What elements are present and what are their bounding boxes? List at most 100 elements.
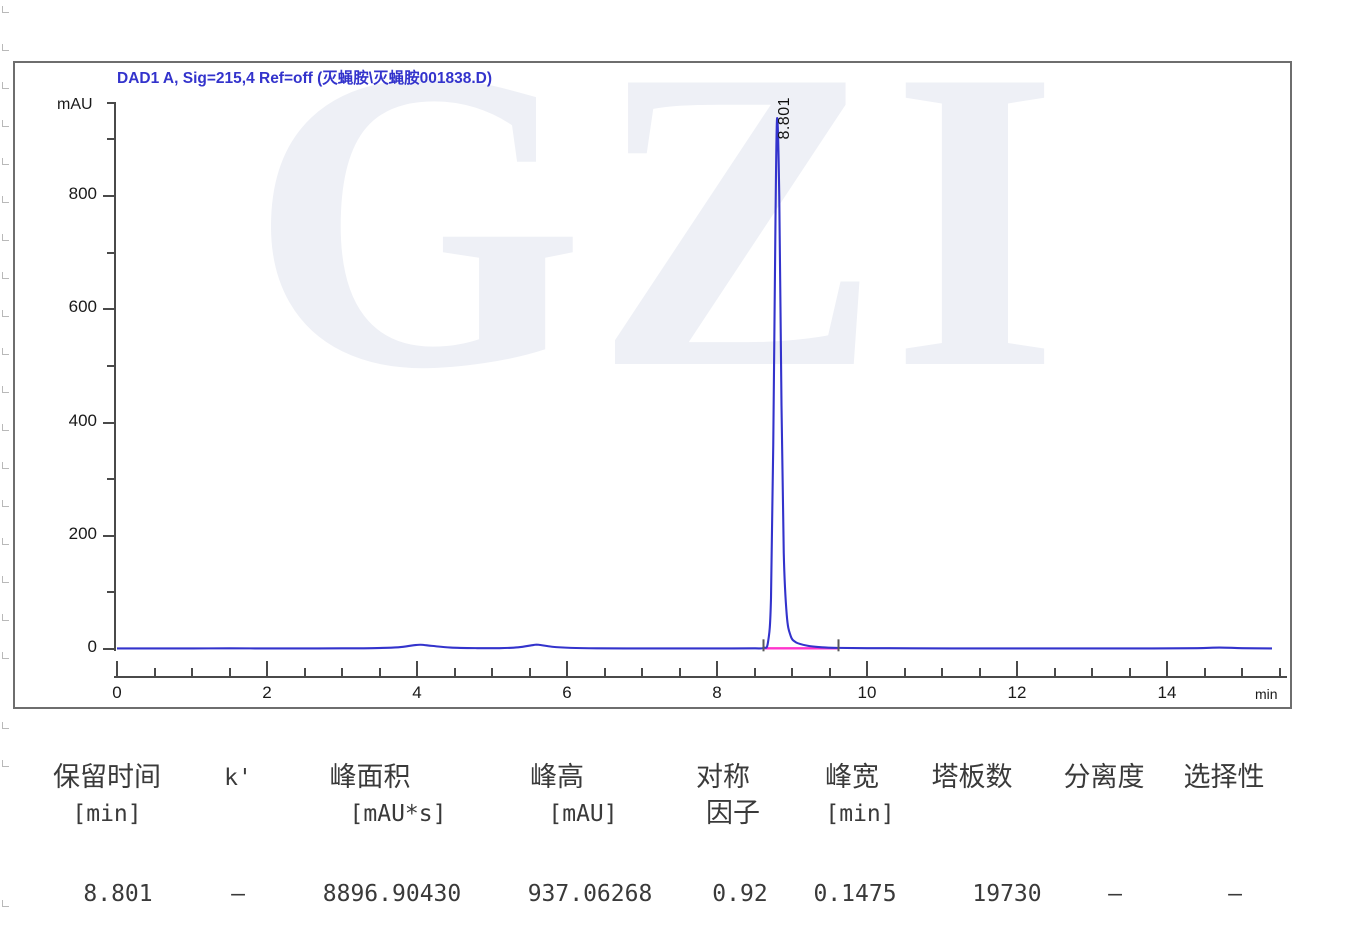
y-axis-minor-tick [107,251,116,254]
x-axis-major-tick [1016,661,1018,678]
y-axis-tick-label: 400 [68,410,97,430]
x-axis-tick-label: 6 [562,683,572,702]
col-unit-peak-area: [mAU*s] [349,801,447,827]
x-axis-minor-tick [378,668,381,678]
x-axis-minor-tick [978,668,981,678]
col-header-retention-time: 保留时间 [53,762,161,793]
cell-retention-time: 8.801 [83,881,153,907]
page-edge-mark [2,652,9,659]
page-edge-mark [2,44,9,51]
col-header-peak-area: 峰面积 [329,762,411,793]
y-axis-tick-label: 0 [87,637,97,656]
cell-k-prime: – [231,881,245,907]
col-header-symmetry: 对称 [696,762,750,793]
x-axis-major-tick [116,661,118,678]
x-axis-minor-tick [228,668,231,678]
cell-peak-area: 8896.90430 [322,881,462,907]
x-axis-tick-label: 8 [712,683,722,702]
peak-retention-time-label: 8.801 [776,97,793,140]
page-edge-mark [2,614,9,621]
cell-resolution: – [1108,881,1122,907]
x-axis-minor-tick [528,668,531,678]
x-axis-major-tick [566,661,568,678]
y-axis-major-tick [103,195,116,197]
x-axis-minor-tick [341,668,343,678]
x-axis-minor-tick [941,668,943,678]
page-edge-mark [2,900,9,907]
x-axis-major-tick [266,661,268,678]
y-axis-tick-label: 800 [68,184,97,203]
x-axis-minor-tick [1091,668,1093,678]
page-edge-mark [2,6,9,13]
x-axis-minor-tick [828,668,831,678]
y-axis-tick-label: 200 [68,523,97,543]
cell-peak-height: 937.06268 [527,881,653,907]
y-axis-unit-label: mAU [57,96,93,113]
x-axis-major-tick [1166,661,1168,678]
page-edge-mark [2,310,9,317]
cell-peak-width: 0.1475 [813,881,897,907]
cell-symmetry-factor: 0.92 [712,881,768,907]
page-edge-mark [2,120,9,127]
col-header-k-prime: k' [224,765,252,791]
x-axis-minor-tick [1278,668,1281,678]
x-axis-minor-tick [153,668,156,678]
col-unit-peak-height: [mAU] [548,801,618,827]
page-edge-mark [2,158,9,165]
page-edge-mark [2,462,9,469]
page-edge-mark [2,348,9,355]
x-axis-major-tick [716,661,718,678]
x-axis-line [114,676,1287,678]
y-axis-major-tick [103,308,116,311]
chromatogram-plot-frame [13,61,1292,709]
x-axis-unit-label: min [1255,686,1278,702]
x-axis-major-tick [416,661,418,678]
y-axis-minor-tick [107,138,116,141]
x-axis-minor-tick [1241,668,1243,678]
table-row: 8.801 – 8896.90430 937.06268 0.92 0.1475… [0,876,1353,912]
x-axis-minor-tick [191,668,193,678]
signal-title: DAD1 A, Sig=215,4 Ref=off (灭蝇胺\灭蝇胺001838… [117,70,492,87]
y-axis-major-tick [103,421,116,424]
x-axis-major-tick [866,661,868,678]
y-axis-major-tick [103,534,116,537]
x-axis-minor-tick [603,668,606,678]
page-edge-mark [2,386,9,393]
x-axis-minor-tick [641,668,643,678]
x-axis-tick-label: 10 [857,683,877,702]
x-axis-tick-label: 0 [112,683,122,702]
col-header-resolution: 分离度 [1063,762,1145,793]
page-edge-mark [2,424,9,431]
x-axis-tick-label: 12 [1007,683,1027,702]
chromatogram-trace [116,117,1273,652]
col-header-selectivity: 选择性 [1183,762,1265,793]
table-header-row-1: 保留时间 k' 峰面积 峰高 对称 峰宽 塔板数 分离度 选择性 [0,760,1353,796]
page-edge-mark [2,82,9,89]
col-header-peak-width: 峰宽 [825,762,879,793]
col-header-peak-height: 峰高 [530,762,584,793]
y-axis-minor-tick [107,591,116,594]
x-axis-minor-tick [491,668,493,678]
col-unit-symmetry: 因子 [706,798,760,829]
page-edge-mark [2,234,9,241]
x-axis-minor-tick [1053,668,1056,678]
x-axis-minor-tick [678,668,681,678]
x-axis-minor-tick [453,668,456,678]
x-axis-tick-label: 14 [1157,683,1177,702]
x-axis-minor-tick [1128,668,1131,678]
table-header-row-2: [min] [mAU*s] [mAU] 因子 [min] [0,796,1353,832]
page-edge-mark [2,272,9,279]
page-edge-mark [2,576,9,583]
y-axis-top-cap [107,102,116,104]
page-edge-mark [2,538,9,545]
x-axis-minor-tick [753,668,756,678]
detector-signal-trace [116,117,1273,650]
x-axis-tick-label: 2 [262,683,272,702]
cell-selectivity: – [1228,881,1242,907]
page-edge-mark [2,760,9,767]
x-axis-minor-tick [1203,668,1206,678]
col-header-plate-number: 塔板数 [931,762,1013,793]
page-edge-mark [2,196,9,203]
x-axis-minor-tick [903,668,906,678]
